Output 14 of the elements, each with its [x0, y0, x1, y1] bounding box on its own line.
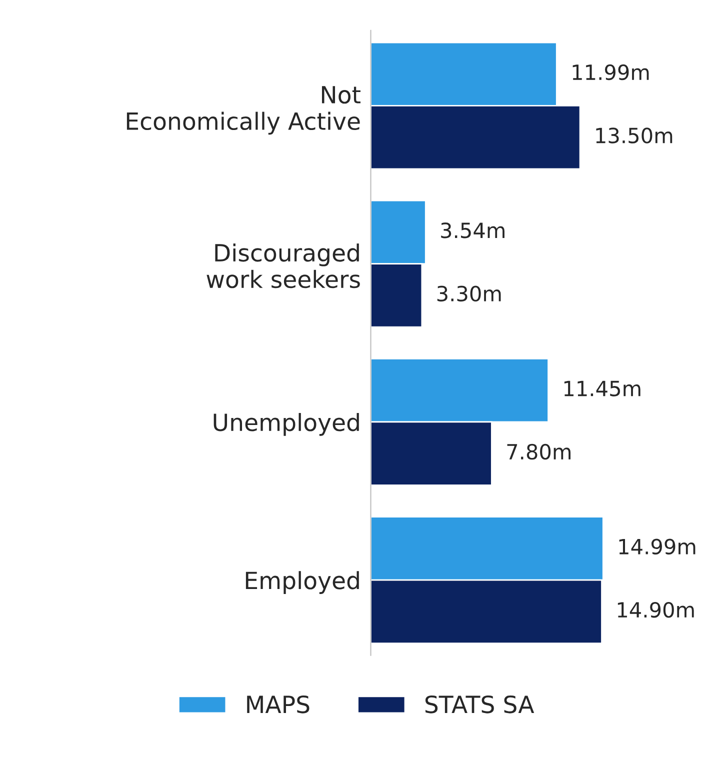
data-label: 7.80m [507, 444, 570, 460]
legend-label: MAPS [247, 695, 310, 714]
data-label: 11.45m [564, 380, 640, 396]
y-tick-label: Discouraged work seekers [206, 243, 360, 288]
data-label: 3.30m [437, 286, 501, 302]
data-label: 14.90m [618, 602, 694, 618]
data-label: 11.99m [572, 64, 649, 80]
y-tick-label: Employed [246, 571, 359, 594]
data-label: 13.50m [596, 128, 672, 144]
y-tick-label: Unemployed [214, 412, 359, 436]
legend-label: STATS SA [425, 695, 534, 714]
data-label: 3.54m [441, 222, 504, 238]
y-tick-label: Not Economically Active [126, 86, 360, 135]
data-label: 14.99m [619, 538, 696, 554]
